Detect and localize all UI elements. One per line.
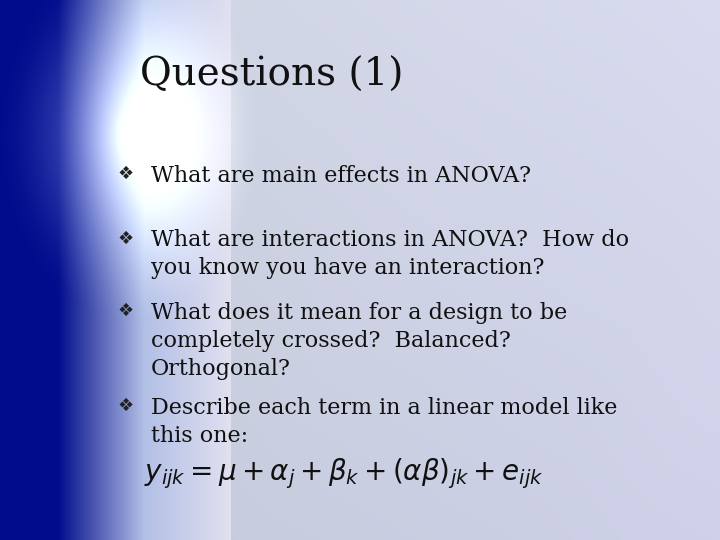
Text: ❖: ❖ xyxy=(118,397,134,415)
Text: What does it mean for a design to be
completely crossed?  Balanced?
Orthogonal?: What does it mean for a design to be com… xyxy=(151,302,567,380)
Text: ❖: ❖ xyxy=(118,230,134,247)
Text: What are main effects in ANOVA?: What are main effects in ANOVA? xyxy=(151,165,531,187)
Text: ❖: ❖ xyxy=(118,302,134,320)
Text: Describe each term in a linear model like
this one:: Describe each term in a linear model lik… xyxy=(151,397,618,447)
Text: ❖: ❖ xyxy=(118,165,134,183)
Text: Questions (1): Questions (1) xyxy=(140,57,404,94)
Text: $y_{ijk} = \mu + \alpha_j + \beta_k + (\alpha\beta)_{jk} + e_{ijk}$: $y_{ijk} = \mu + \alpha_j + \beta_k + (\… xyxy=(144,457,544,491)
Text: What are interactions in ANOVA?  How do
you know you have an interaction?: What are interactions in ANOVA? How do y… xyxy=(151,230,629,280)
